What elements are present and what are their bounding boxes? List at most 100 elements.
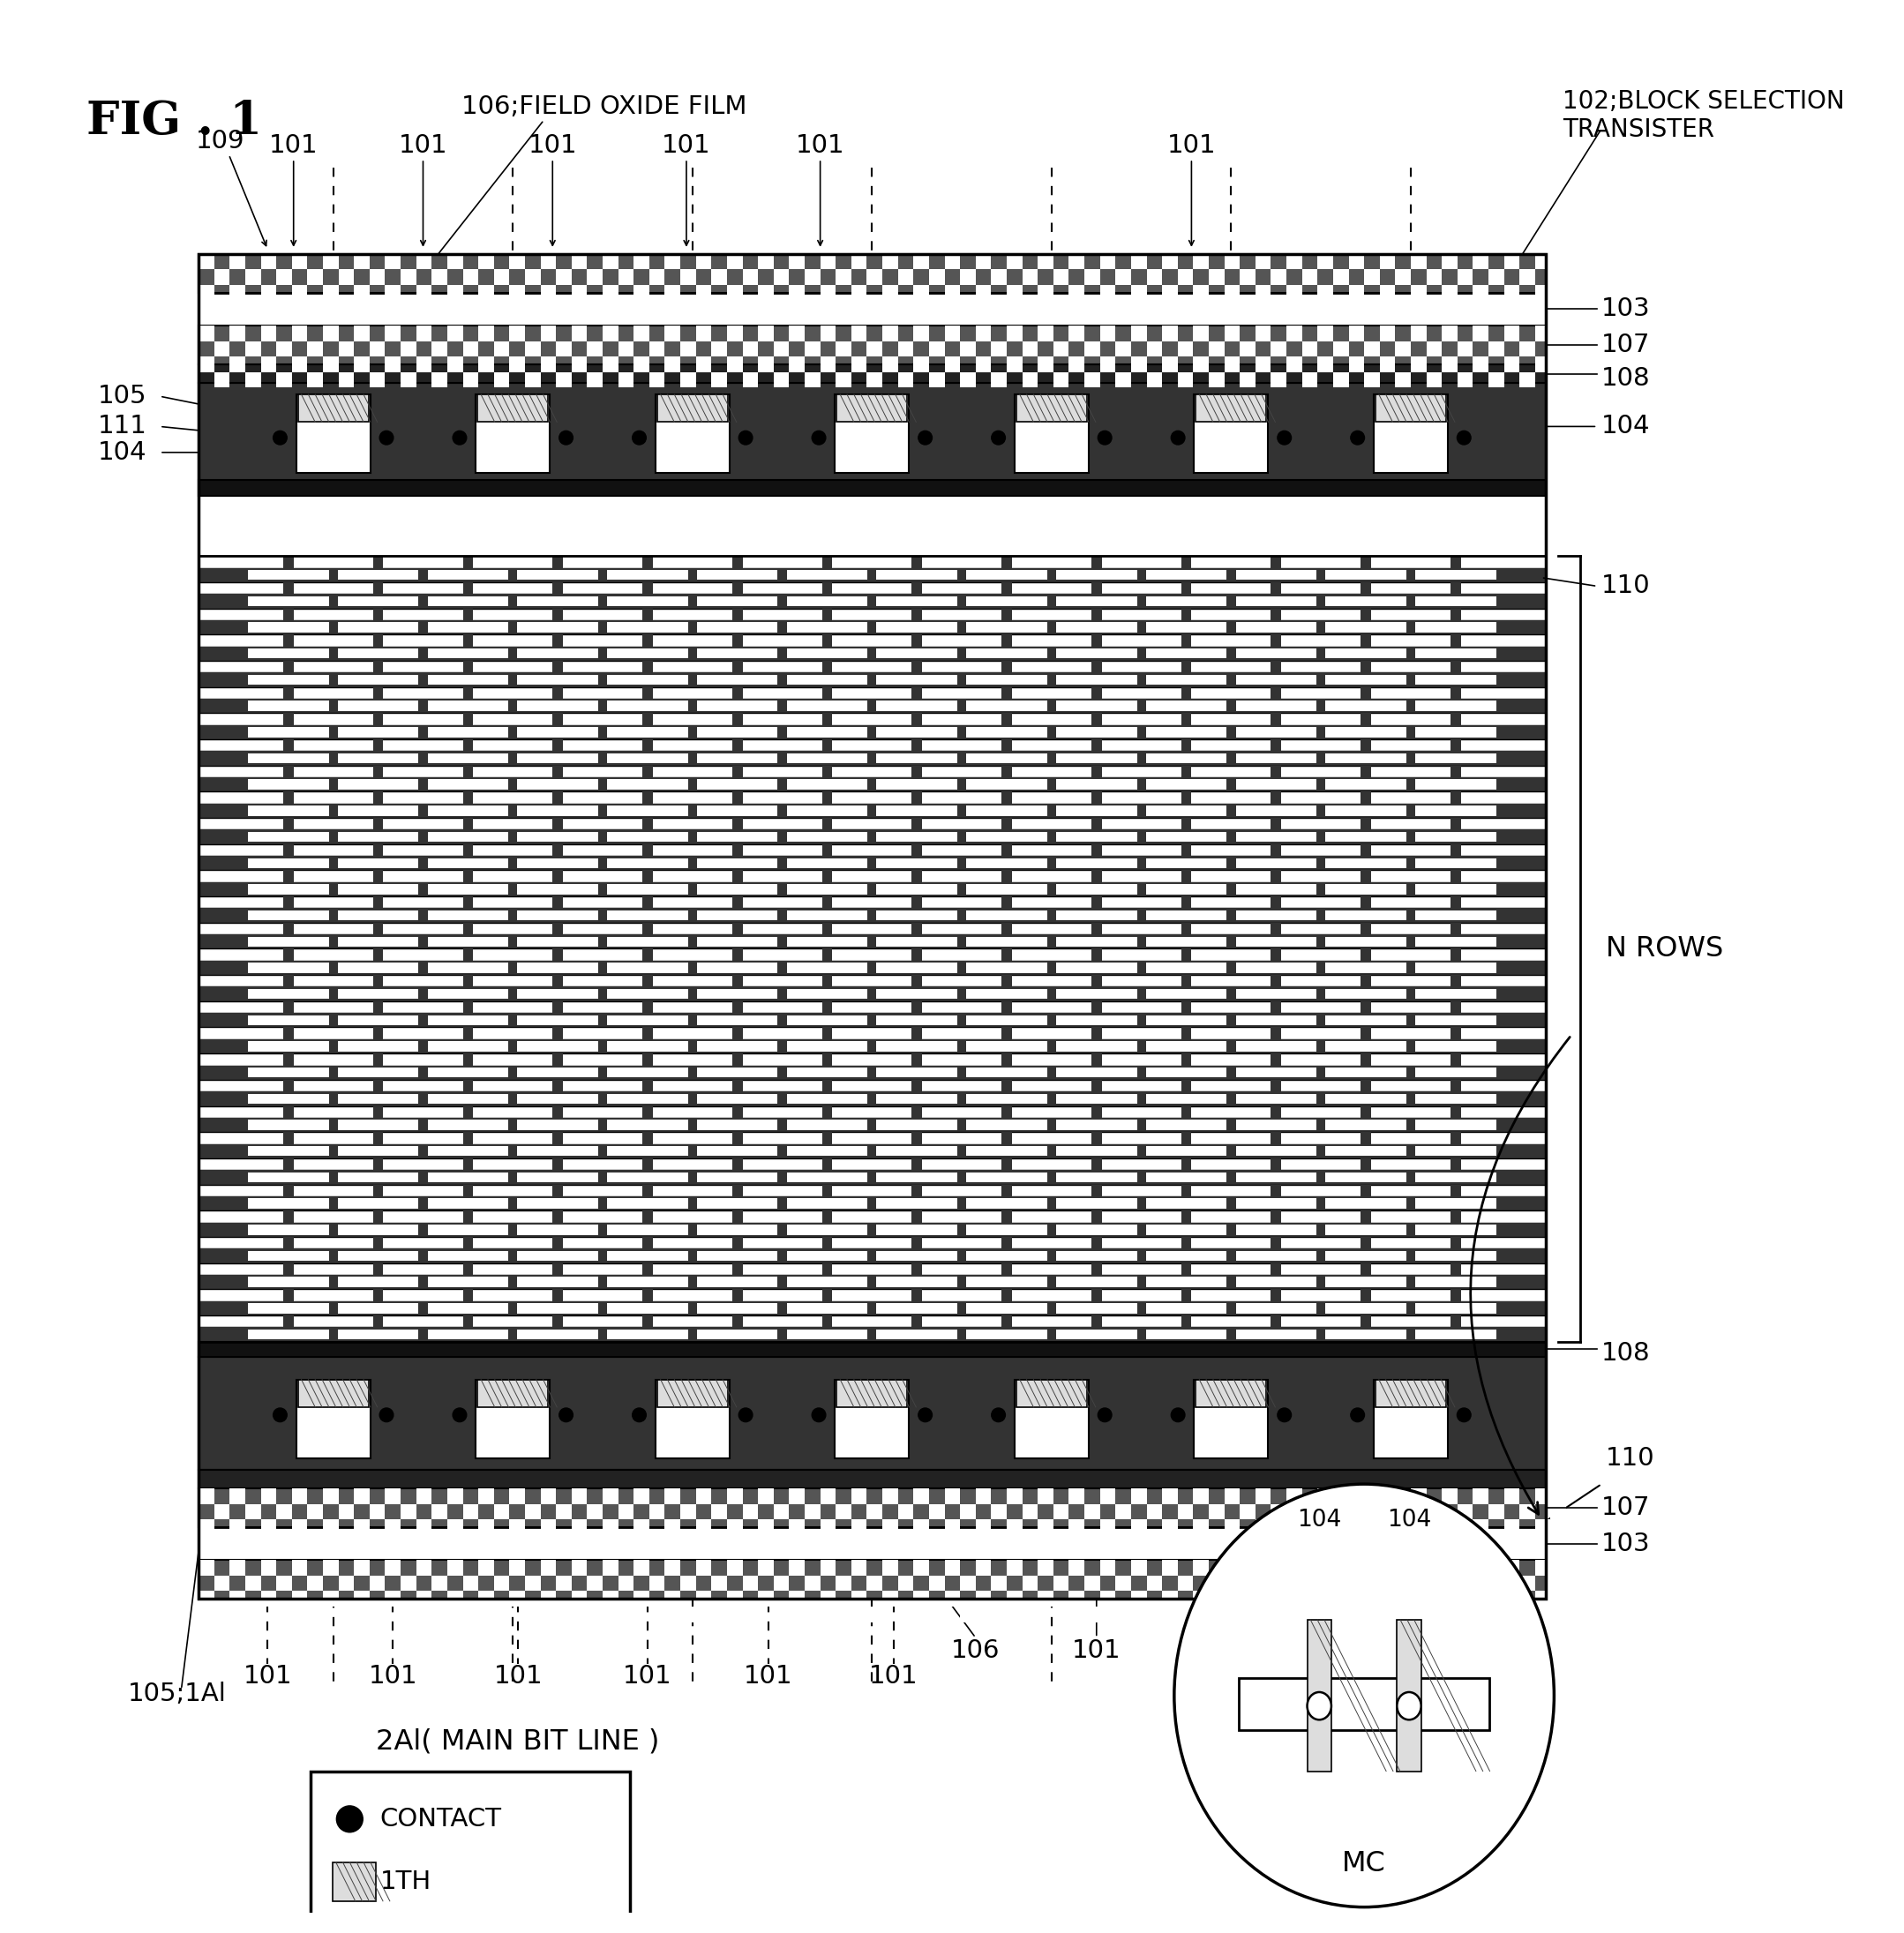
Bar — [1180, 1026, 1192, 1040]
Bar — [733, 949, 743, 961]
Bar — [1131, 1519, 1146, 1535]
Bar — [518, 963, 558, 972]
Bar — [805, 1606, 821, 1622]
Bar — [337, 831, 379, 843]
Bar — [1474, 356, 1489, 371]
Bar — [1002, 557, 1011, 568]
Bar — [758, 253, 773, 269]
Bar — [1007, 356, 1022, 371]
Bar — [1091, 1081, 1102, 1092]
Bar — [642, 1026, 653, 1040]
Bar — [276, 300, 291, 315]
Bar — [733, 609, 743, 620]
Bar — [1361, 818, 1371, 829]
Bar — [248, 779, 288, 789]
Bar — [1236, 883, 1276, 895]
Bar — [248, 702, 288, 711]
Bar — [198, 1001, 1546, 1013]
Bar — [1255, 1591, 1270, 1606]
Bar — [967, 779, 1007, 789]
Bar — [428, 1251, 468, 1260]
Bar — [1146, 595, 1186, 607]
Bar — [1426, 269, 1441, 284]
Bar — [634, 1591, 649, 1606]
Bar — [1053, 1606, 1068, 1622]
Bar — [1180, 845, 1192, 856]
Bar — [642, 1081, 653, 1092]
Bar — [967, 754, 1007, 764]
Bar — [823, 1316, 832, 1328]
Bar — [1186, 1067, 1226, 1077]
Bar — [967, 831, 1007, 843]
Bar — [786, 1015, 826, 1024]
Bar — [1276, 1303, 1316, 1313]
Bar — [1451, 582, 1460, 593]
Bar — [463, 1535, 478, 1550]
Bar — [463, 793, 472, 804]
Bar — [1287, 356, 1302, 371]
Bar — [198, 1158, 1546, 1169]
Bar — [647, 938, 687, 947]
Bar — [510, 325, 526, 340]
Bar — [1361, 609, 1371, 620]
Bar — [912, 1158, 922, 1169]
Bar — [1270, 634, 1281, 646]
Bar — [826, 910, 868, 920]
Bar — [607, 1146, 647, 1156]
Bar — [541, 253, 556, 269]
Bar — [337, 1015, 379, 1024]
Bar — [1270, 1106, 1281, 1117]
Bar — [518, 1171, 558, 1183]
Bar — [992, 269, 1007, 284]
Bar — [463, 1185, 472, 1197]
Bar — [556, 1575, 571, 1591]
Bar — [284, 949, 293, 961]
Bar — [647, 1015, 687, 1024]
Bar — [1415, 1278, 1457, 1287]
Bar — [1196, 1380, 1266, 1407]
Bar — [836, 1380, 908, 1457]
Bar — [1318, 325, 1333, 340]
Bar — [1361, 1210, 1371, 1222]
Bar — [1287, 284, 1302, 300]
Bar — [805, 340, 821, 356]
Bar — [1361, 870, 1371, 881]
Bar — [1022, 371, 1038, 389]
Text: 103: 103 — [1601, 298, 1651, 321]
Bar — [823, 686, 832, 698]
Bar — [379, 938, 419, 947]
Bar — [647, 648, 687, 659]
Bar — [324, 1560, 339, 1575]
Bar — [1015, 394, 1089, 474]
Bar — [1451, 870, 1460, 881]
Bar — [1007, 1146, 1047, 1156]
Bar — [1038, 1488, 1053, 1504]
Bar — [1180, 1001, 1192, 1013]
Bar — [758, 284, 773, 300]
Bar — [468, 1067, 508, 1077]
Bar — [1550, 1575, 1567, 1591]
Bar — [647, 858, 687, 868]
Circle shape — [992, 1407, 1005, 1423]
Bar — [428, 1015, 468, 1024]
Bar — [284, 582, 293, 593]
Bar — [1007, 1226, 1047, 1235]
Bar — [826, 831, 868, 843]
Bar — [1002, 765, 1011, 777]
Bar — [1270, 1606, 1287, 1622]
Bar — [198, 582, 1546, 593]
Bar — [1302, 1575, 1318, 1591]
Bar — [307, 340, 324, 356]
Bar — [1504, 356, 1519, 371]
Bar — [337, 1278, 379, 1287]
Bar — [1007, 883, 1047, 895]
Bar — [1057, 1303, 1097, 1313]
Bar — [733, 1053, 743, 1065]
Bar — [373, 582, 383, 593]
Bar — [851, 1560, 866, 1575]
Bar — [1186, 595, 1226, 607]
Bar — [697, 1198, 737, 1208]
Bar — [823, 609, 832, 620]
Bar — [541, 1519, 556, 1535]
Bar — [1097, 938, 1137, 947]
